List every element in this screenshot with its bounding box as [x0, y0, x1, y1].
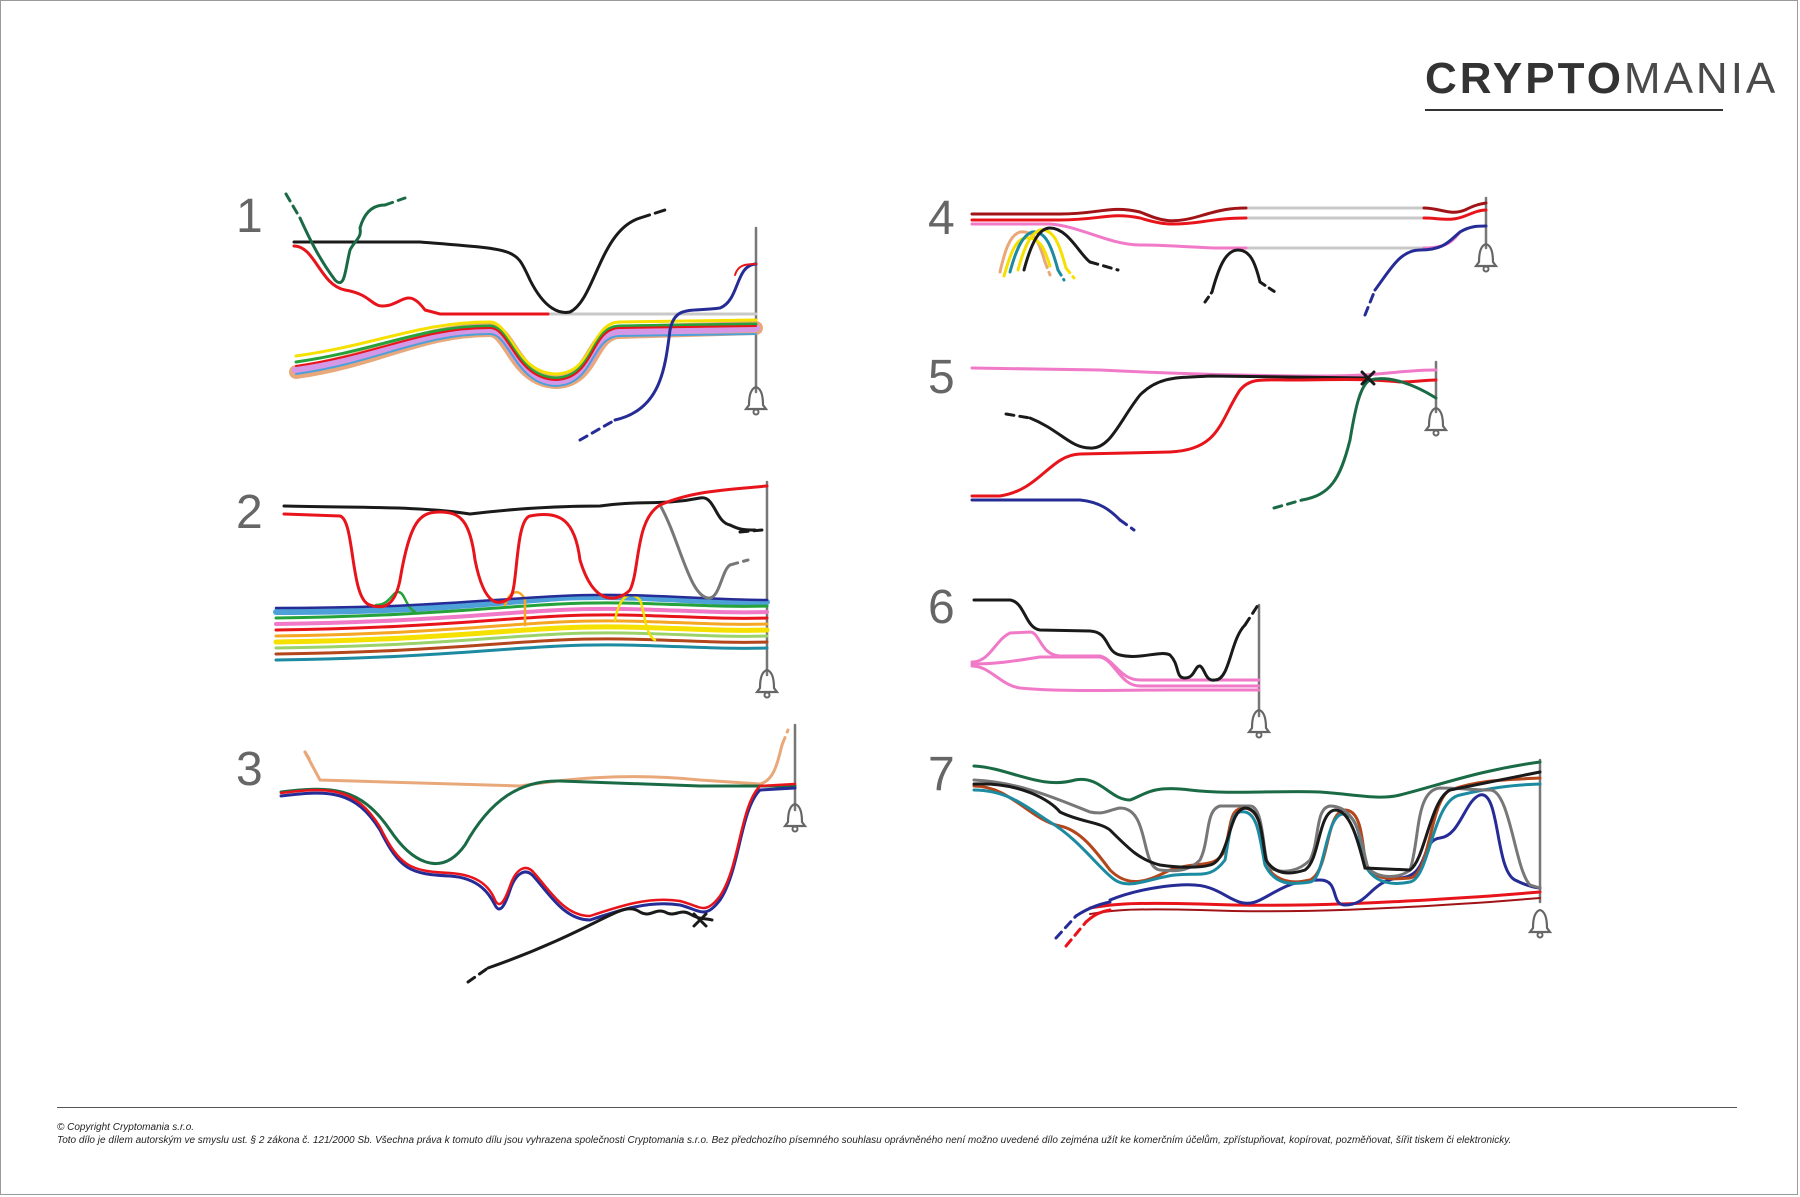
panel-number-4: 4 [928, 192, 955, 245]
cross-icon [692, 912, 708, 928]
panel-7 [972, 758, 1552, 948]
panel-3 [279, 723, 807, 984]
footer-notice: Toto dílo je dílem autorským ve smyslu u… [57, 1135, 1512, 1146]
panel-number-2: 2 [236, 486, 263, 539]
logo-light: MANIA [1623, 54, 1779, 103]
panel-number-7: 7 [928, 748, 955, 801]
panel-6 [970, 598, 1271, 739]
footer-copyright: © Copyright Cryptomania s.r.o. [57, 1122, 195, 1133]
brand-logo: CRYPTOMANIA [1425, 55, 1775, 111]
logo-underline [1425, 109, 1723, 111]
panel-number-6: 6 [928, 581, 955, 634]
panel-number-3: 3 [236, 743, 263, 796]
footer-divider [57, 1107, 1737, 1108]
panel-1 [284, 192, 768, 442]
panel-2 [273, 480, 779, 699]
panel-number-5: 5 [928, 351, 955, 404]
bell-icon [1528, 908, 1552, 939]
panel-number-1: 1 [236, 190, 263, 243]
logo-bold: CRYPTO [1425, 54, 1624, 103]
panel-4 [970, 196, 1498, 317]
footer: © Copyright Cryptomania s.r.o. Toto dílo… [57, 1121, 1747, 1147]
logo-text: CRYPTOMANIA [1425, 54, 1778, 103]
panel-5 [970, 360, 1448, 532]
cross-icon [1360, 370, 1376, 386]
